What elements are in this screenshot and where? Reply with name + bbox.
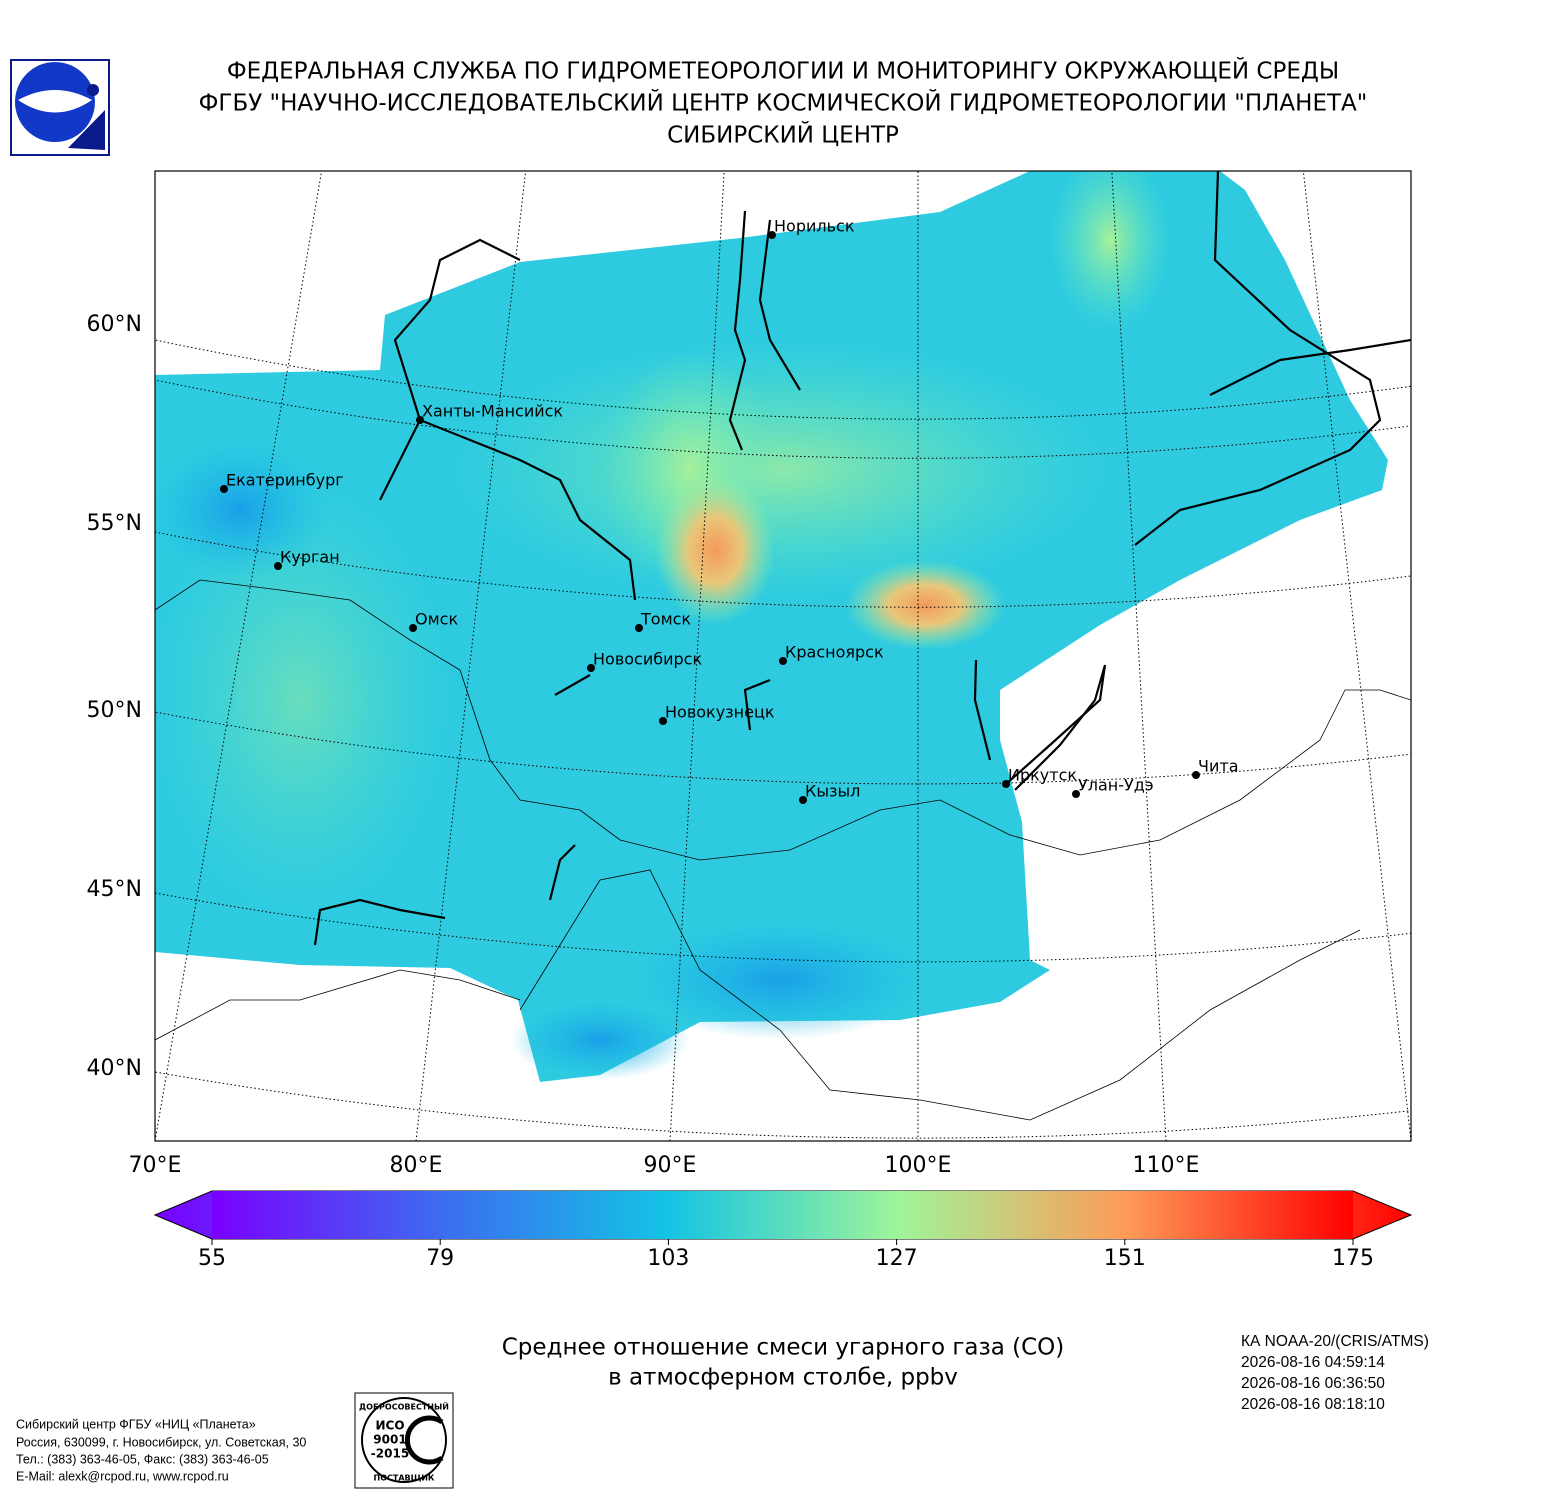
header-line: СИБИРСКИЙ ЦЕНТР xyxy=(667,121,899,149)
rivers xyxy=(313,171,1411,946)
city-label: Норильск xyxy=(774,217,855,236)
colorbar-tick-label: 127 xyxy=(876,1246,918,1271)
footer-line: E-Mail: alexk@rcpod.ru, www.rcpod.ru xyxy=(16,1469,229,1483)
iso-logo: ДОБРОСОВЕСТНЫЙ ИСО 9001 -2015 ПОСТАВЩИК xyxy=(354,1392,454,1489)
colorbar-tick-label: 175 xyxy=(1332,1246,1374,1271)
lat-label: 60°N xyxy=(87,312,142,337)
city-marker xyxy=(779,657,787,665)
lat-label: 40°N xyxy=(87,1056,142,1081)
city-label: Кызыл xyxy=(805,782,860,801)
city-label: Екатеринбург xyxy=(226,471,344,490)
footer-line: Россия, 630099, г. Новосибирск, ул. Сове… xyxy=(16,1435,306,1449)
lat-label: 45°N xyxy=(87,877,142,902)
header-line: ФГБУ "НАУЧНО-ИССЛЕДОВАТЕЛЬСКИЙ ЦЕНТР КОС… xyxy=(199,89,1368,117)
lon-label: 90°E xyxy=(644,1153,697,1178)
iso-text: ПОСТАВЩИК xyxy=(374,1474,435,1483)
co-field xyxy=(155,171,1388,1082)
meridian xyxy=(1302,171,1411,1141)
map-area xyxy=(155,171,1411,1141)
city-marker xyxy=(220,485,228,493)
city-marker xyxy=(1072,790,1080,798)
caption: в атмосферном столбе, ppbv xyxy=(608,1365,958,1391)
iso-text: ИСО xyxy=(375,1419,404,1433)
city-marker xyxy=(587,664,595,672)
footer-line: Тел.: (383) 363-46-05, Факс: (383) 363-4… xyxy=(16,1452,269,1466)
lon-label: 100°E xyxy=(885,1153,952,1178)
city-marker xyxy=(799,796,807,804)
city-marker xyxy=(768,231,776,239)
footer-line: Сибирский центр ФГБУ «НИЦ «Планета» xyxy=(16,1417,256,1431)
city-label: Улан-Удэ xyxy=(1078,776,1154,795)
city-label: Чита xyxy=(1198,757,1239,776)
colorbar-tick-label: 151 xyxy=(1104,1246,1146,1271)
satellite-info: 2026-08-16 04:59:14 xyxy=(1241,1354,1385,1371)
city-marker xyxy=(409,624,417,632)
city-label: Новосибирск xyxy=(593,650,702,669)
city-label: Иркутск xyxy=(1008,766,1077,785)
lon-label: 70°E xyxy=(129,1153,182,1178)
iso-text: 9001 xyxy=(373,1433,406,1447)
lat-label: 50°N xyxy=(87,698,142,723)
city-label: Курган xyxy=(280,548,340,567)
colorbar xyxy=(212,1191,1353,1239)
logo xyxy=(10,59,110,156)
city-marker xyxy=(1002,780,1010,788)
colorbar-tick-label: 79 xyxy=(426,1246,454,1271)
city-marker xyxy=(274,562,282,570)
city-marker xyxy=(416,416,424,424)
satellite-info: 2026-08-16 08:18:10 xyxy=(1241,1396,1385,1413)
meridian xyxy=(415,171,527,1141)
colorbar-tick-label: 103 xyxy=(647,1246,689,1271)
city-marker xyxy=(659,717,667,725)
meridian xyxy=(155,171,323,1141)
borders xyxy=(155,579,1411,1121)
lon-label: 110°E xyxy=(1133,1153,1200,1178)
city-label: Омск xyxy=(415,610,458,629)
satellite-info: КА NOAA-20/(CRIS/ATMS) xyxy=(1241,1333,1429,1350)
city-label: Новокузнецк xyxy=(665,703,775,722)
lon-label: 80°E xyxy=(390,1153,443,1178)
colorbar-tick-label: 55 xyxy=(198,1246,226,1271)
map-frame xyxy=(154,170,1412,1142)
city-marker xyxy=(635,624,643,632)
satellite-info: 2026-08-16 06:36:50 xyxy=(1241,1375,1385,1392)
header-line: ФЕДЕРАЛЬНАЯ СЛУЖБА ПО ГИДРОМЕТЕОРОЛОГИИ … xyxy=(227,57,1339,85)
iso-text: ДОБРОСОВЕСТНЫЙ xyxy=(359,1401,449,1412)
caption: Среднее отношение смеси угарного газа (C… xyxy=(502,1335,1065,1361)
city-label: Томск xyxy=(640,610,691,629)
lat-label: 55°N xyxy=(87,511,142,536)
city-label: Ханты-Мансийск xyxy=(422,402,563,421)
city-marker xyxy=(1192,771,1200,779)
city-label: Красноярск xyxy=(785,643,884,662)
iso-text: -2015 xyxy=(371,1447,409,1461)
